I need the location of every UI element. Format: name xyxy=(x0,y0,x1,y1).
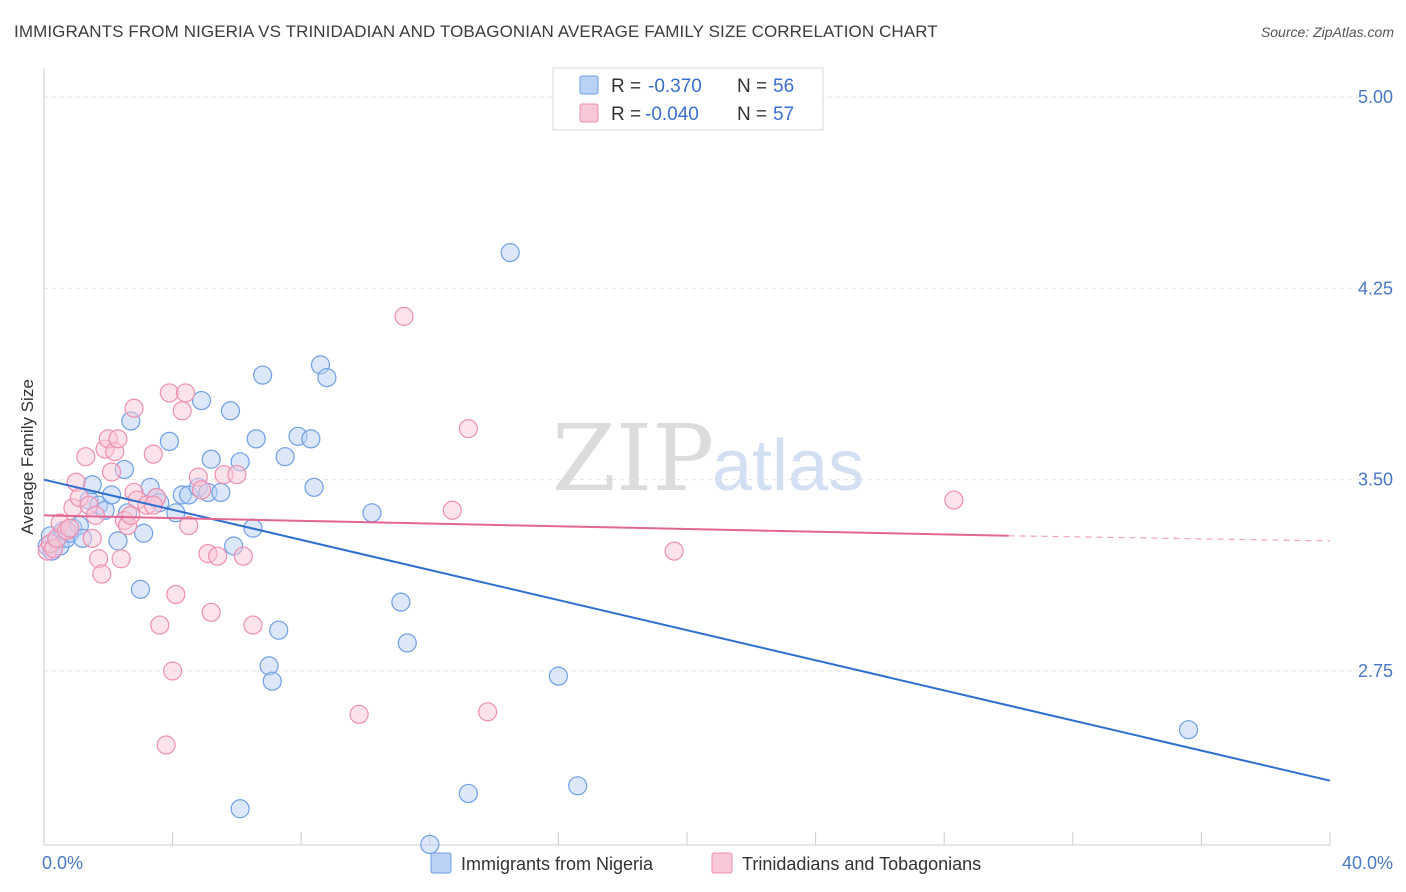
legend: R = -0.370 N = 56 R = -0.040 N = 57 xyxy=(552,67,824,131)
point-trinidad xyxy=(82,528,102,548)
point-trinidad xyxy=(349,704,369,724)
chart-title: IMMIGRANTS FROM NIGERIA VS TRINIDADIAN A… xyxy=(14,22,938,41)
legend-swatch-trinidad xyxy=(579,103,599,123)
trend-lines xyxy=(43,478,1331,782)
point-trinidad xyxy=(233,546,253,566)
point-nigeria xyxy=(301,429,321,449)
bottom-legend-swatch-nigeria xyxy=(430,852,452,874)
point-nigeria xyxy=(304,477,324,497)
legend-r-label-trinidad: R = xyxy=(611,104,641,125)
point-nigeria xyxy=(391,592,411,612)
point-nigeria xyxy=(500,243,520,263)
point-nigeria xyxy=(362,503,382,523)
watermark: ZIP atlas xyxy=(552,405,864,512)
x-ticks xyxy=(172,832,1331,845)
point-nigeria xyxy=(1178,720,1199,740)
point-trinidad xyxy=(208,546,228,566)
legend-n-value-nigeria: 56 xyxy=(773,76,794,97)
point-trinidad xyxy=(664,541,684,561)
point-nigeria xyxy=(269,620,289,640)
point-nigeria xyxy=(220,401,241,421)
point-trinidad xyxy=(944,490,964,510)
trend-line-trinidad xyxy=(43,514,1009,537)
point-nigeria xyxy=(275,447,295,467)
point-trinidad xyxy=(156,735,176,755)
data-points xyxy=(37,243,1199,855)
point-nigeria xyxy=(420,834,440,855)
y-tick-label: 5.00 xyxy=(1358,87,1393,107)
point-trinidad xyxy=(124,398,144,418)
point-nigeria xyxy=(159,431,179,451)
point-nigeria xyxy=(568,776,588,796)
legend-swatch-nigeria xyxy=(579,75,599,95)
point-trinidad xyxy=(179,515,199,536)
point-nigeria xyxy=(211,482,231,503)
point-trinidad xyxy=(111,549,131,569)
point-trinidad xyxy=(166,584,186,605)
x-tick-label-max: 40.0% xyxy=(1342,853,1393,873)
point-trinidad xyxy=(108,429,128,449)
point-nigeria xyxy=(108,531,128,551)
point-nigeria xyxy=(201,449,221,469)
point-nigeria xyxy=(134,523,154,543)
point-trinidad xyxy=(243,615,263,635)
point-trinidad xyxy=(92,564,112,584)
point-nigeria xyxy=(130,579,151,599)
point-trinidad xyxy=(60,518,80,538)
point-nigeria xyxy=(246,429,266,449)
point-trinidad xyxy=(150,615,170,635)
point-nigeria xyxy=(458,783,478,804)
bottom-legend-label-nigeria: Immigrants from Nigeria xyxy=(461,854,654,874)
point-trinidad xyxy=(76,447,96,467)
y-tick-label: 4.25 xyxy=(1358,278,1393,298)
bottom-legend-swatch-trinidad xyxy=(711,852,733,874)
point-nigeria xyxy=(253,365,273,385)
point-nigeria xyxy=(317,368,337,388)
point-trinidad xyxy=(163,661,183,681)
point-trinidad xyxy=(458,419,478,439)
bottom-legend-label-trinidad: Trinidadians and Tobagonians xyxy=(742,854,981,874)
point-trinidad xyxy=(442,500,462,520)
point-trinidad xyxy=(101,462,122,482)
point-trinidad xyxy=(172,401,192,421)
point-trinidad xyxy=(478,702,498,722)
point-nigeria xyxy=(230,799,250,819)
point-trinidad xyxy=(201,602,221,622)
legend-n-label-nigeria: N = xyxy=(737,76,767,97)
legend-r-label-nigeria: R = xyxy=(611,76,641,97)
x-tick-label-min: 0.0% xyxy=(42,853,83,873)
trend-line-trinidad-extension xyxy=(1008,535,1331,542)
point-trinidad xyxy=(159,383,179,403)
point-trinidad xyxy=(121,505,141,525)
point-trinidad xyxy=(175,383,196,403)
y-tick-label: 2.75 xyxy=(1358,661,1393,681)
point-nigeria xyxy=(191,390,212,411)
trend-line-nigeria xyxy=(43,478,1331,782)
y-tick-label: 3.50 xyxy=(1358,470,1393,490)
point-trinidad xyxy=(394,306,414,326)
bottom-legend: Immigrants from Nigeria Trinidadians and… xyxy=(430,852,981,874)
gridlines xyxy=(44,96,1392,672)
point-trinidad xyxy=(191,480,212,500)
chart-source: Source: ZipAtlas.com xyxy=(1260,24,1394,40)
watermark-zip: ZIP xyxy=(552,405,714,512)
legend-n-value-trinidad: 57 xyxy=(773,104,794,125)
watermark-atlas: atlas xyxy=(712,426,864,506)
point-nigeria xyxy=(397,633,417,653)
y-ticks: 2.75 3.50 4.25 5.00 xyxy=(1358,87,1393,681)
legend-r-value-nigeria: -0.370 xyxy=(648,76,702,97)
y-axis-title: Average Family Size xyxy=(18,379,37,535)
point-trinidad xyxy=(143,444,163,464)
legend-n-label-trinidad: N = xyxy=(737,104,767,125)
point-trinidad xyxy=(227,464,247,485)
legend-r-value-trinidad: -0.040 xyxy=(645,104,699,125)
point-nigeria xyxy=(262,671,282,691)
point-nigeria xyxy=(548,666,569,686)
